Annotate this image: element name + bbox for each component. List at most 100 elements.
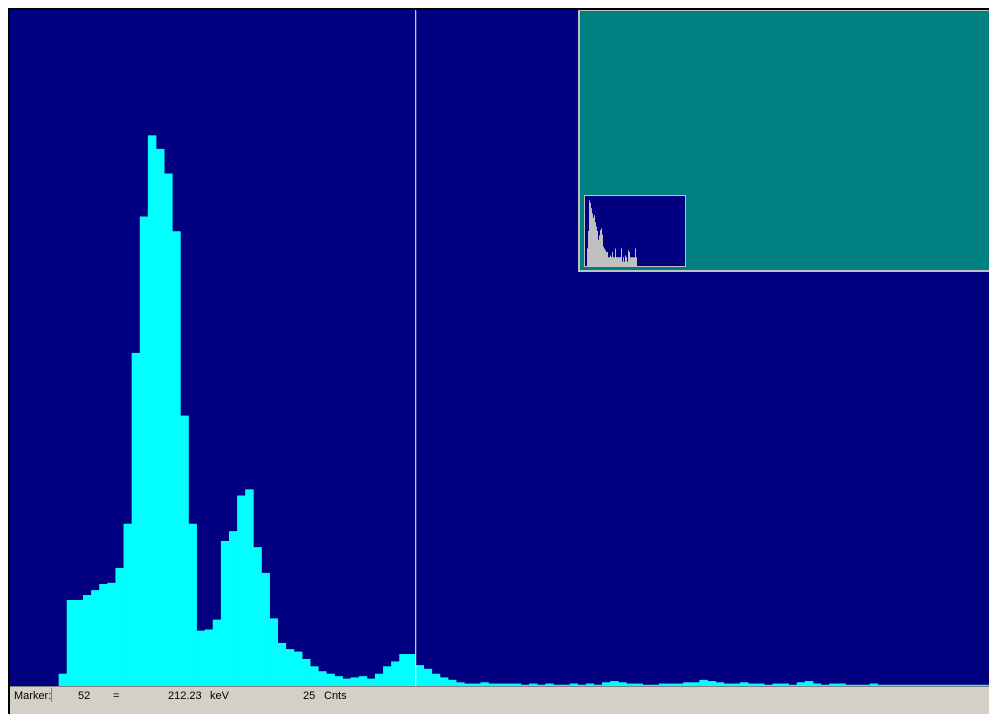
overview-bar <box>630 257 631 266</box>
overview-bar <box>601 228 602 266</box>
overview-spectrum-chart <box>587 200 637 266</box>
status-cell-divider <box>10 688 52 702</box>
spectrum-bar <box>447 679 457 686</box>
spectrum-bar <box>910 684 919 686</box>
spectrum-bar <box>731 683 741 686</box>
overview-bar <box>593 217 594 266</box>
overview-bar <box>587 248 588 266</box>
spectrum-bar <box>58 673 68 686</box>
spectrum-bar <box>853 684 862 686</box>
overview-bar <box>612 252 613 266</box>
spectrum-bar <box>902 684 911 686</box>
overview-bar <box>609 257 610 266</box>
overview-panel[interactable] <box>578 10 989 272</box>
spectrum-bar <box>399 654 408 686</box>
spectrum-bar <box>666 683 676 686</box>
overview-bar <box>616 257 617 266</box>
marker-counts: 25 <box>303 690 316 702</box>
spectrum-bar <box>958 684 968 686</box>
spectrum-bar <box>115 568 124 686</box>
spectrum-bar <box>204 629 214 686</box>
spectrum-bar <box>504 683 514 686</box>
spectrum-bar <box>561 684 570 686</box>
overview-bar <box>595 222 596 266</box>
overview-bar <box>589 200 590 266</box>
spectrum-bar <box>496 683 506 686</box>
overview-bar <box>599 235 600 266</box>
overview-bar <box>606 252 607 266</box>
overview-bar <box>617 257 618 266</box>
spectrum-bar <box>147 135 157 686</box>
counts-unit: Cnts <box>324 690 347 702</box>
overview-bar <box>600 230 601 266</box>
spectrum-bar <box>715 682 725 686</box>
spectrum-bar <box>942 684 952 686</box>
spectrum-bar <box>512 683 522 686</box>
overview-bar <box>603 246 604 266</box>
spectrum-bar <box>893 684 903 686</box>
spectrum-bar <box>926 684 935 686</box>
spectrum-bar <box>301 658 311 686</box>
spectrum-bar <box>180 415 189 686</box>
spectrum-bar <box>975 684 984 686</box>
spectrum-bar <box>310 666 319 686</box>
overview-bar <box>631 257 632 266</box>
marker-label: Marker: <box>14 690 52 702</box>
overview-bar <box>629 252 630 266</box>
spectrum-bar <box>245 489 254 686</box>
spectrum-bar <box>374 673 384 686</box>
overview-bar <box>624 261 625 266</box>
spectrum-bar <box>845 684 854 686</box>
overview-bar <box>628 250 629 266</box>
overview-bar <box>636 257 637 266</box>
spectrum-bar <box>407 654 416 686</box>
spectrum-bar <box>764 684 773 686</box>
overview-bar <box>610 255 611 266</box>
spectrum-bar <box>253 547 262 686</box>
spectrum-bar <box>658 683 668 686</box>
overview-bar <box>622 261 623 266</box>
overview-bar <box>596 226 597 266</box>
spectrum-bar <box>983 684 989 686</box>
spectrum-bar <box>569 683 579 686</box>
overview-bar <box>621 248 622 266</box>
marker-channel: 52 <box>78 690 91 702</box>
overview-bar <box>605 250 606 266</box>
overview-bar <box>613 257 614 266</box>
spectrum-bar <box>707 681 716 686</box>
spectrum-bar <box>139 216 149 686</box>
spectrum-bar <box>577 684 587 686</box>
equals-sign: = <box>113 690 120 702</box>
spectrum-bar <box>675 683 684 686</box>
spectrum-bar <box>626 683 635 686</box>
spectrum-bar <box>164 173 173 686</box>
spectrum-bar <box>772 683 781 686</box>
spectrum-bar <box>123 523 133 686</box>
spectrum-bar <box>837 683 846 686</box>
overview-bar <box>590 203 591 266</box>
spectrum-bar <box>804 681 814 686</box>
spectrum-bar <box>520 684 530 686</box>
spectrum-bar <box>415 665 425 686</box>
spectrum-bar <box>318 671 327 686</box>
spectrum-bar <box>756 683 765 686</box>
overview-bar <box>588 231 589 266</box>
spectrum-bar <box>553 684 562 686</box>
spectrum-bar <box>172 231 181 686</box>
overview-thumbnail[interactable] <box>584 195 686 267</box>
spectrum-bar <box>293 651 303 686</box>
spectrum-bar <box>188 523 197 686</box>
overview-bar <box>623 257 624 266</box>
overview-bar <box>627 261 628 266</box>
overview-bar <box>607 252 608 266</box>
overview-bar <box>619 257 620 266</box>
overview-bar <box>626 257 627 266</box>
overview-bar <box>594 215 595 266</box>
spectrum-bar <box>634 683 643 686</box>
spectrum-bar <box>66 599 76 686</box>
spectrum-bar <box>326 673 335 686</box>
spectrum-bar <box>821 684 830 686</box>
spectrum-bar <box>366 678 376 686</box>
spectrum-bar <box>488 683 497 686</box>
spectrum-bar <box>829 683 838 686</box>
